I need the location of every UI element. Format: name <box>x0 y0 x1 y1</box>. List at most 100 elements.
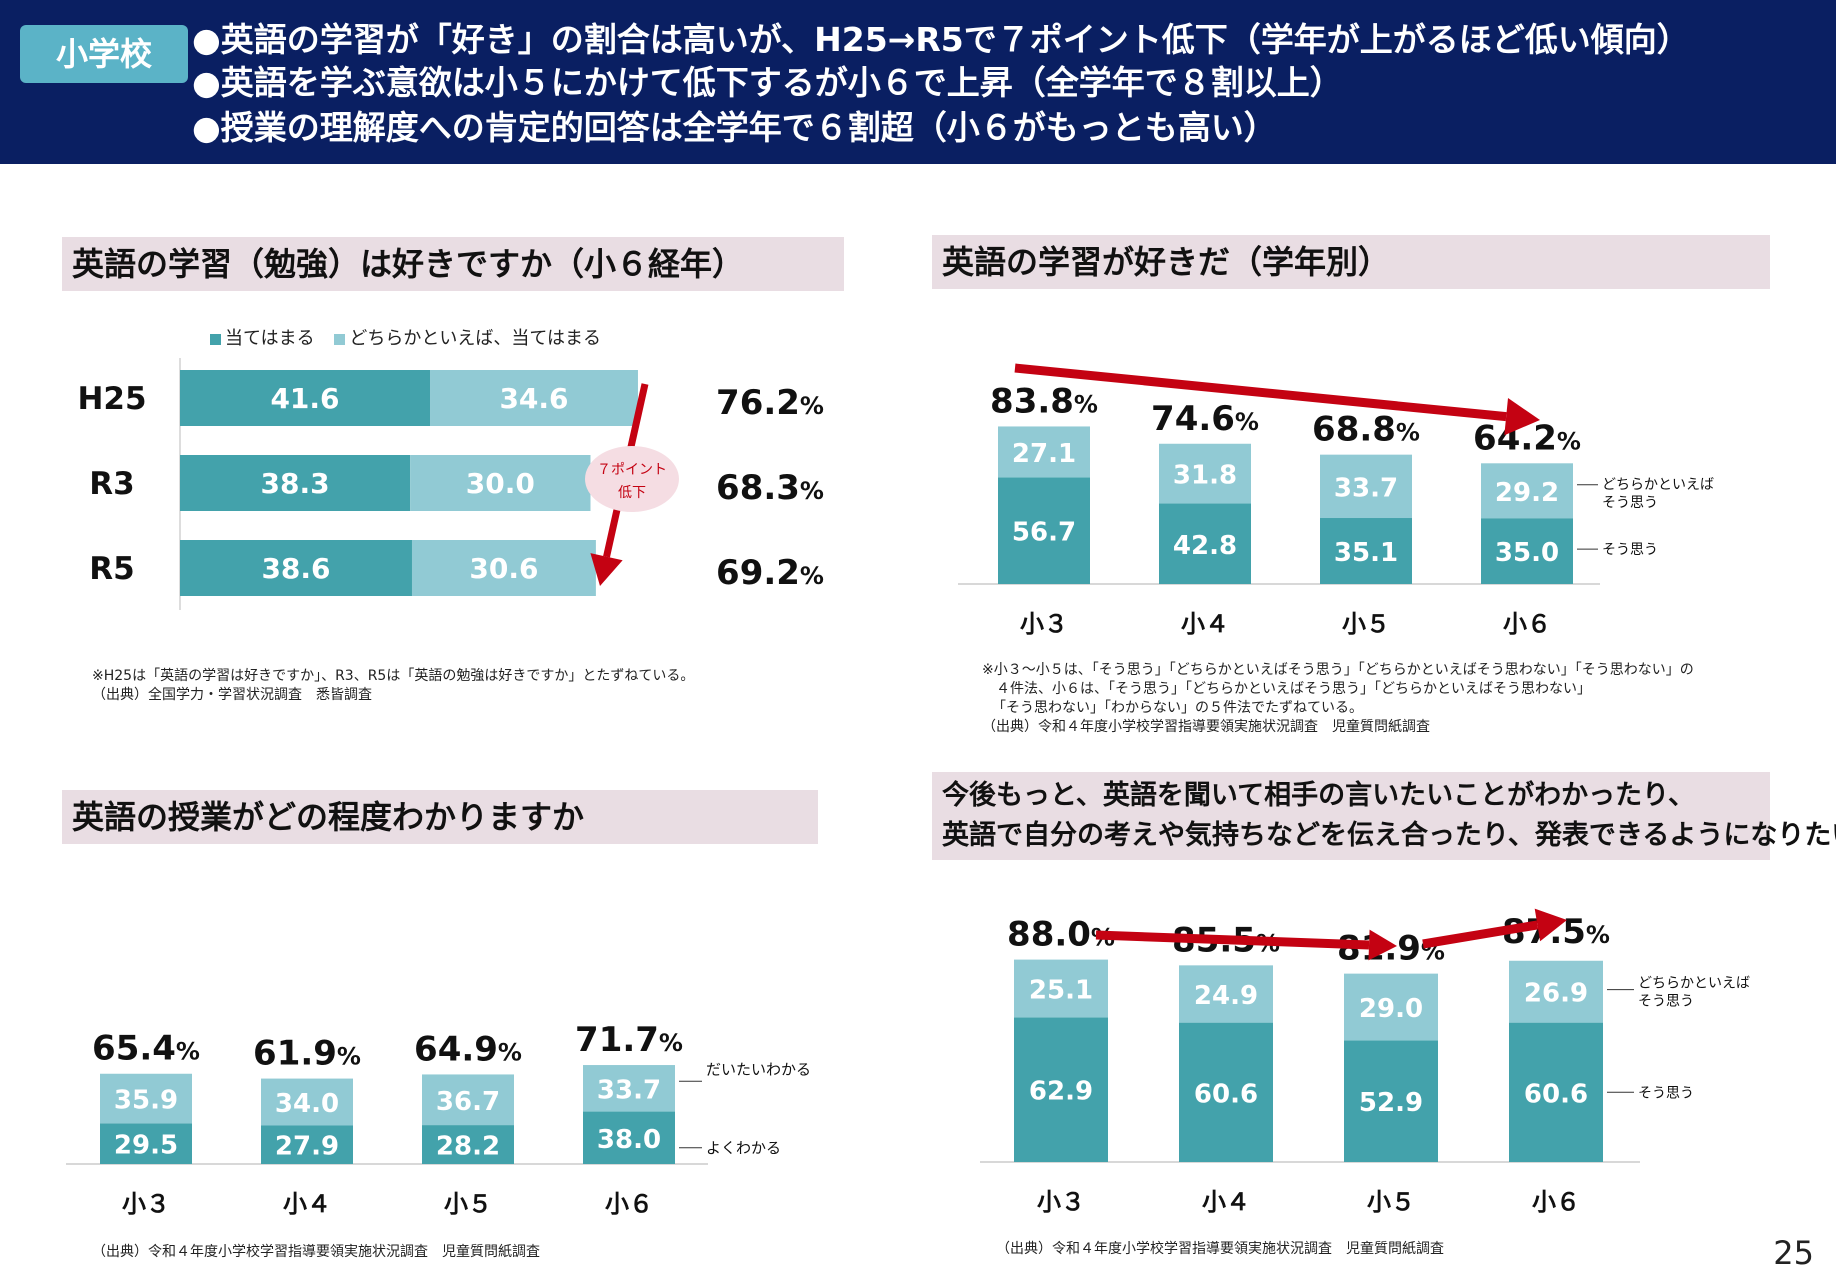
total-label: 61.9% <box>253 1034 361 1074</box>
bar-segment <box>998 477 1090 584</box>
category-label: R3 <box>89 466 134 502</box>
note-line: ※小３～小５は、「そう思う」「どちらかといえばそう思う」「どちらかといえばそう思… <box>982 662 1694 678</box>
category-label: H25 <box>77 381 146 417</box>
total-label: 71.7% <box>575 1020 683 1060</box>
data-label: 26.9 <box>1524 979 1588 1009</box>
total-label: 64.9% <box>414 1029 522 1069</box>
note-line: （出典）全国学力・学習状況調査 悉皆調査 <box>92 687 372 703</box>
chart3-title: 英語の授業がどの程度わかりますか <box>62 790 818 844</box>
total-label: 76.2% <box>716 383 824 423</box>
data-label: 42.8 <box>1173 531 1237 561</box>
bar-segment <box>1179 1022 1273 1162</box>
chart1-svg: H25 41.6 34.6 76.2% R3 38.3 30.0 68.3% R5 38.6 30.… <box>77 358 824 610</box>
header-banner: 小学校 ●英語の学習が「好き」の割合は高いが、H25→R5で７ポイント低下（学年… <box>0 0 1836 164</box>
trend-arrow-1-shaft <box>1095 930 1370 950</box>
headline-2: ●英語を学ぶ意欲は小５にかけて低下するが小６で上昇（全学年で８割以上） <box>192 63 1343 102</box>
data-label: 38.6 <box>261 552 330 585</box>
trend-arrow-2-head <box>1534 908 1567 942</box>
data-label: 35.9 <box>114 1086 178 1116</box>
bar-segment <box>1509 1022 1603 1162</box>
category-label: 小４ <box>1181 610 1229 638</box>
total-label: 65.4% <box>92 1029 200 1069</box>
data-label: 33.7 <box>597 1075 661 1105</box>
chart4-notes: （出典）令和４年度小学校学習指導要領実施状況調査 児童質問紙調査 <box>996 1240 1444 1259</box>
category-label: 小６ <box>1532 1188 1580 1216</box>
bar-segment <box>1159 503 1251 584</box>
chart1-title: 英語の学習（勉強）は好きですか（小６経年） <box>62 237 844 291</box>
category-label: 小６ <box>605 1190 653 1218</box>
data-label: 28.2 <box>436 1132 500 1162</box>
data-label: 52.9 <box>1359 1088 1423 1118</box>
trend-arrow-shaft <box>1014 363 1507 422</box>
bar-segment <box>1320 518 1412 584</box>
category-label: 小６ <box>1503 610 1551 638</box>
bar-segment <box>1179 965 1273 1023</box>
category-label: 小３ <box>1020 610 1068 638</box>
series-label-top-1: どちらかといえば <box>1602 477 1714 493</box>
data-label: 34.0 <box>275 1089 339 1119</box>
bar-segment <box>410 455 591 511</box>
annotation-bubble <box>585 446 679 512</box>
chart2-svg: 56.7 27.1 83.8% 小３ 42.8 31.8 74.6% 小４ 35.1 33.7 68… <box>958 363 1714 638</box>
bar-segment <box>583 1065 675 1112</box>
trend-arrow-1-head <box>1368 929 1397 961</box>
legend-label-2: どちらかといえば、当てはまる <box>349 328 602 349</box>
chart4-title-line1: 今後もっと、英語を聞いて相手の言いたいことがわかったり、 <box>942 780 1696 811</box>
data-label: 35.0 <box>1495 538 1559 568</box>
bar-segment <box>100 1073 192 1124</box>
data-label: 60.6 <box>1524 1079 1588 1109</box>
bar-segment <box>180 455 411 511</box>
note-line: 「そう思わない」「わからない」の５件法でたずねている。 <box>992 700 1363 716</box>
school-badge: 小学校 <box>20 25 188 83</box>
data-label: 33.7 <box>1334 473 1398 503</box>
bar-segment <box>100 1123 192 1164</box>
data-label: 62.9 <box>1029 1077 1093 1107</box>
trend-arrow-2-shaft <box>1422 920 1539 949</box>
data-label: 41.6 <box>270 382 339 415</box>
legend-label-1: 当てはまる <box>225 328 315 349</box>
chart3-svg: 29.5 35.9 65.4% 小３ 27.9 34.0 61.9% 小４ 28.2 36.7 64… <box>66 1020 811 1218</box>
data-label: 38.0 <box>597 1125 661 1155</box>
bar-segment <box>1344 1040 1438 1162</box>
bar-segment <box>998 426 1090 478</box>
bar-segment <box>1344 973 1438 1041</box>
data-label: 27.1 <box>1012 439 1076 469</box>
chart4-svg: 62.925.188.0%小３60.624.985.5%小４52.929.081… <box>980 908 1750 1216</box>
bar-segment <box>261 1078 353 1126</box>
annotation-line2: 低下 <box>618 485 646 501</box>
note-line: （出典）令和４年度小学校学習指導要領実施状況調査 児童質問紙調査 <box>92 1244 540 1260</box>
legend-swatch-dark <box>210 333 221 345</box>
data-label: 29.2 <box>1495 478 1559 508</box>
total-label: 69.2% <box>716 553 824 593</box>
total-label: 83.8% <box>990 381 1098 421</box>
category-label: 小５ <box>1367 1188 1415 1216</box>
series-label-top: だいたいわかる <box>706 1060 811 1078</box>
data-label: 56.7 <box>1012 518 1076 548</box>
legend-swatch-light <box>334 333 346 345</box>
series-label-top-2: そう思う <box>1638 994 1694 1010</box>
category-label: 小５ <box>1342 610 1390 638</box>
bar-segment <box>1014 959 1108 1018</box>
data-label: 27.9 <box>275 1132 339 1162</box>
series-label-top-2: そう思う <box>1602 495 1658 511</box>
series-label-bottom: そう思う <box>1602 542 1658 558</box>
data-label: 35.1 <box>1334 538 1398 568</box>
total-label: 74.6% <box>1151 399 1259 439</box>
total-label: 88.0% <box>1007 915 1115 955</box>
page-number: 25 <box>1773 1234 1814 1272</box>
data-label: 30.0 <box>466 467 535 500</box>
data-label: 29.5 <box>114 1131 178 1161</box>
category-label: 小４ <box>283 1190 331 1218</box>
data-label: 60.6 <box>1194 1079 1258 1109</box>
bar-segment <box>1014 1017 1108 1162</box>
chart4-title: 今後もっと、英語を聞いて相手の言いたいことがわかったり、 英語で自分の考えや気持… <box>932 772 1836 860</box>
bar-segment <box>422 1074 514 1126</box>
total-label: 68.3% <box>716 468 824 508</box>
chart2-notes: ※小３～小５は、「そう思う」「どちらかといえばそう思う」「どちらかといえばそう思… <box>982 661 1694 737</box>
chart4-title-line2: 英語で自分の考えや気持ちなどを伝え合ったり、発表できるようになりたい <box>942 820 1836 851</box>
data-label: 34.6 <box>499 382 568 415</box>
data-label: 24.9 <box>1194 981 1258 1011</box>
data-label: 38.3 <box>261 467 330 500</box>
series-label-bottom: そう思う <box>1638 1085 1694 1101</box>
chart1-notes: ※H25は「英語の学習は好きですか」、R3、R5は「英語の勉強は好きですか」とた… <box>92 667 694 705</box>
